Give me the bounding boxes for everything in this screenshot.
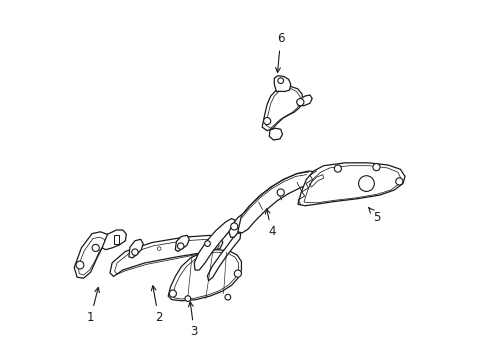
Polygon shape — [297, 95, 312, 106]
Circle shape — [205, 241, 210, 247]
Text: 1: 1 — [87, 288, 99, 324]
Polygon shape — [270, 128, 283, 140]
Polygon shape — [175, 235, 189, 251]
Circle shape — [132, 249, 138, 255]
Circle shape — [92, 244, 99, 251]
Circle shape — [277, 189, 284, 196]
Circle shape — [359, 176, 374, 192]
Circle shape — [234, 270, 242, 277]
Circle shape — [185, 296, 191, 301]
Circle shape — [373, 163, 380, 171]
Polygon shape — [207, 233, 241, 281]
Polygon shape — [129, 239, 143, 258]
Circle shape — [177, 243, 184, 249]
Polygon shape — [262, 86, 303, 131]
Polygon shape — [102, 230, 126, 249]
Polygon shape — [74, 232, 109, 278]
Circle shape — [264, 117, 270, 125]
Circle shape — [225, 294, 231, 300]
Circle shape — [169, 290, 176, 297]
Circle shape — [157, 247, 161, 250]
Polygon shape — [274, 76, 291, 91]
Text: 4: 4 — [266, 209, 275, 238]
Polygon shape — [110, 235, 223, 276]
Circle shape — [231, 223, 238, 230]
Circle shape — [297, 99, 304, 106]
Text: 5: 5 — [369, 208, 381, 224]
Polygon shape — [238, 171, 322, 233]
Polygon shape — [194, 219, 235, 270]
Circle shape — [76, 261, 84, 269]
Circle shape — [334, 165, 342, 172]
Text: 6: 6 — [276, 32, 285, 72]
Text: 2: 2 — [151, 286, 162, 324]
Text: 3: 3 — [189, 302, 198, 338]
Polygon shape — [229, 211, 252, 237]
Polygon shape — [114, 235, 119, 244]
Circle shape — [396, 178, 403, 185]
Polygon shape — [168, 249, 242, 301]
Polygon shape — [298, 163, 405, 206]
Circle shape — [278, 78, 284, 84]
